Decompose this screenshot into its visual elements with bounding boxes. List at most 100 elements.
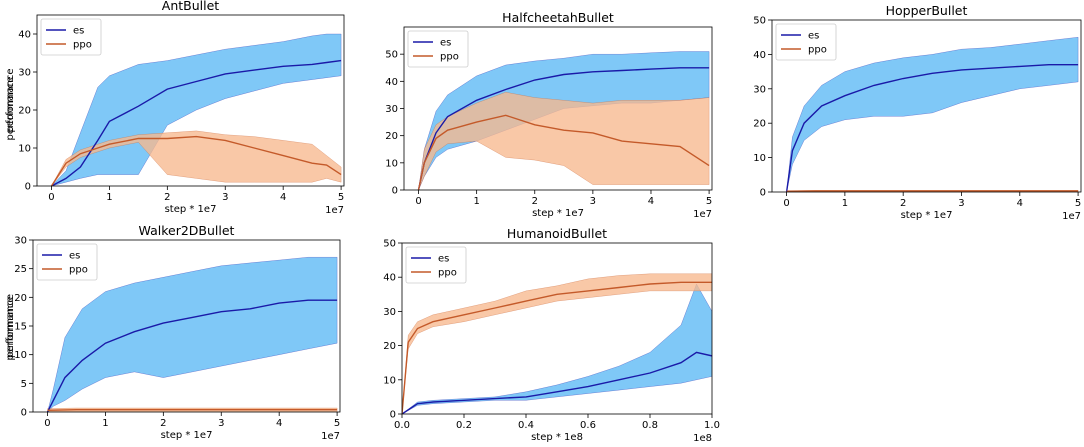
y-axis-label: performance bbox=[5, 296, 16, 360]
legend-label: es bbox=[73, 26, 84, 37]
y-tick-label: 40 bbox=[385, 77, 398, 88]
y-tick-label: 40 bbox=[18, 30, 31, 41]
y-tick-label: 10 bbox=[14, 350, 27, 361]
y-tick-label: 20 bbox=[18, 106, 31, 117]
x-offset-text: 1e7 bbox=[325, 205, 344, 216]
x-tick-label: 0.0 bbox=[394, 420, 410, 431]
y-tick-label: 10 bbox=[383, 375, 396, 386]
chart-title: HumanoidBullet bbox=[507, 226, 607, 241]
y-tick-label: 0 bbox=[390, 410, 396, 421]
band-es bbox=[51, 33, 342, 186]
x-tick-label: 0.6 bbox=[580, 420, 596, 431]
x-tick-label: 2 bbox=[900, 198, 906, 209]
y-tick-label: 40 bbox=[753, 50, 766, 61]
y-tick-label: 50 bbox=[383, 239, 396, 250]
y-axis-label: performance bbox=[5, 76, 16, 140]
axes-frame bbox=[36, 14, 345, 187]
x-tick-label: 1.0 bbox=[704, 420, 720, 431]
chart-title: Walker2DBullet bbox=[139, 223, 235, 238]
legend-label: es bbox=[808, 31, 819, 42]
legend-label: ppo bbox=[440, 52, 459, 63]
line-ppo bbox=[417, 114, 710, 190]
y-tick-label: 0 bbox=[392, 186, 398, 197]
y-tick-label: 20 bbox=[385, 131, 398, 142]
band-ppo bbox=[402, 273, 712, 414]
x-tick-label: 5 bbox=[334, 418, 340, 429]
y-tick-label: 0 bbox=[760, 188, 766, 199]
x-tick-label: 0.8 bbox=[642, 420, 658, 431]
x-axis-label: step * 1e7 bbox=[165, 204, 217, 215]
x-axis-label: step * 1e7 bbox=[532, 208, 584, 219]
x-tick-label: 0.2 bbox=[456, 420, 472, 431]
line-ppo bbox=[50, 135, 342, 186]
y-tick-label: 30 bbox=[753, 84, 766, 95]
legend-label: ppo bbox=[808, 45, 827, 56]
subplot-walker2dbullet: Walker2DBullet 0 1 2 3 4 5 0 5 10 15 20 25 30 step * 1… bbox=[5, 223, 341, 442]
legend-label: es bbox=[440, 38, 451, 49]
x-tick-label: 5 bbox=[706, 196, 712, 207]
y-tick-label: 10 bbox=[18, 144, 31, 155]
subplot-antbullet: AntBullet 0 1 2 3 4 5 0 10 20 30 40 step * 1e7 1e7 per… bbox=[5, 0, 345, 216]
y-tick-label: 5 bbox=[21, 379, 27, 390]
legend-label: ppo bbox=[69, 265, 88, 276]
legend-box bbox=[40, 18, 102, 56]
plot-area bbox=[785, 36, 1079, 192]
line-es bbox=[46, 299, 338, 412]
x-offset-text: 1e7 bbox=[693, 209, 712, 220]
x-axis-label: step * 1e7 bbox=[901, 210, 953, 221]
x-tick-label: 3 bbox=[590, 196, 596, 207]
x-offset-text: 1e7 bbox=[321, 431, 340, 442]
legend-box bbox=[36, 243, 98, 281]
line-ppo bbox=[47, 409, 338, 411]
x-tick-label: 1 bbox=[102, 418, 108, 429]
y-tick-label: 20 bbox=[753, 119, 766, 130]
x-tick-label: 1 bbox=[473, 196, 479, 207]
y-axis-label: performance bbox=[5, 294, 16, 358]
line-es bbox=[785, 63, 1079, 192]
chart-title: HopperBullet bbox=[886, 3, 968, 18]
line-es bbox=[51, 59, 342, 186]
legend-label: es bbox=[69, 251, 80, 262]
line-es bbox=[402, 351, 712, 414]
y-tick-label: 30 bbox=[385, 104, 398, 115]
y-tick-label: 20 bbox=[383, 341, 396, 352]
plot-area bbox=[417, 51, 710, 190]
y-tick-label: 15 bbox=[14, 322, 27, 333]
band-es bbox=[47, 257, 338, 412]
x-tick-label: 0 bbox=[783, 198, 789, 209]
band-es bbox=[402, 283, 712, 414]
x-axis-label: step * 1e7 bbox=[161, 430, 213, 441]
band-es bbox=[786, 36, 1079, 192]
chart-title: AntBullet bbox=[162, 0, 220, 13]
x-tick-label: 5 bbox=[1075, 198, 1081, 209]
y-tick-label: 25 bbox=[14, 264, 27, 275]
x-tick-label: 3 bbox=[218, 418, 224, 429]
chart-title: HalfcheetahBullet bbox=[502, 10, 614, 25]
x-tick-label: 1 bbox=[106, 192, 112, 203]
legend-box bbox=[775, 23, 837, 61]
x-offset-text: 1e7 bbox=[1062, 211, 1081, 222]
legend-label: es bbox=[438, 254, 449, 265]
band-ppo bbox=[418, 91, 710, 190]
y-axis-label: performance bbox=[5, 68, 16, 132]
y-tick-label: 30 bbox=[18, 68, 31, 79]
y-tick-label: 30 bbox=[383, 307, 396, 318]
legend-box bbox=[405, 246, 467, 284]
y-tick-label: 30 bbox=[14, 236, 27, 247]
y-tick-label: 0 bbox=[25, 182, 31, 193]
legend-box bbox=[407, 30, 469, 68]
x-tick-label: 2 bbox=[160, 418, 166, 429]
x-tick-label: 2 bbox=[164, 192, 170, 203]
legend-label: ppo bbox=[73, 40, 92, 51]
line-ppo bbox=[402, 281, 712, 414]
x-tick-label: 4 bbox=[276, 418, 282, 429]
x-tick-label: 3 bbox=[958, 198, 964, 209]
y-tick-label: 0 bbox=[21, 408, 27, 419]
x-tick-label: 3 bbox=[222, 192, 228, 203]
y-tick-label: 50 bbox=[753, 16, 766, 27]
x-axis-label: step * 1e8 bbox=[531, 432, 583, 443]
